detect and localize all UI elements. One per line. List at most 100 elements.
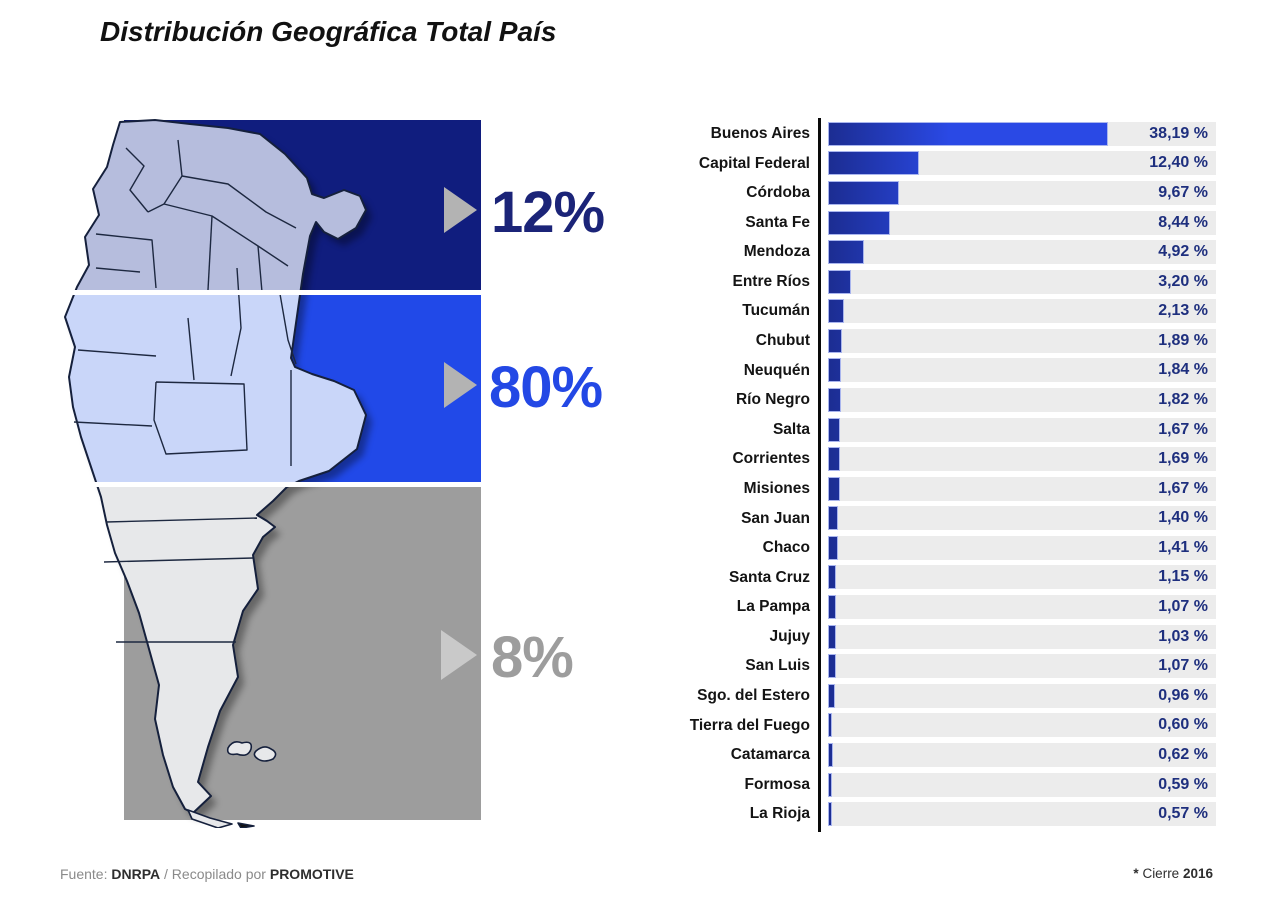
province-label: San Luis bbox=[745, 657, 810, 675]
chart-row: Mendoza 4,92 % bbox=[660, 237, 1216, 267]
bar-track: 0,96 % bbox=[828, 683, 1216, 708]
note-year: 2016 bbox=[1182, 866, 1213, 881]
chart-row: Córdoba 9,67 % bbox=[660, 178, 1216, 208]
value-label: 0,60 % bbox=[1158, 716, 1208, 734]
bar-track: 1,67 % bbox=[828, 417, 1216, 442]
value-label: 1,03 % bbox=[1158, 627, 1208, 645]
note-star: * bbox=[1133, 866, 1139, 881]
bar bbox=[828, 772, 832, 797]
province-label: Formosa bbox=[744, 775, 810, 793]
chart-row: Jujuy 1,03 % bbox=[660, 622, 1216, 652]
value-label: 0,62 % bbox=[1158, 745, 1208, 763]
chart-row: Tucumán 2,13 % bbox=[660, 296, 1216, 326]
source-name: DNRPA bbox=[111, 866, 161, 882]
province-label: Salta bbox=[772, 420, 810, 438]
bar bbox=[828, 121, 1108, 146]
province-label: Sgo. del Estero bbox=[697, 686, 810, 704]
bar-track: 9,67 % bbox=[828, 180, 1216, 205]
bar bbox=[828, 654, 836, 679]
province-label: Córdoba bbox=[746, 184, 810, 202]
province-label: Tierra del Fuego bbox=[689, 716, 810, 734]
bar bbox=[828, 180, 899, 205]
value-label: 1,82 % bbox=[1158, 391, 1208, 408]
province-label: Entre Ríos bbox=[732, 272, 810, 290]
value-label: 0,96 % bbox=[1158, 686, 1208, 704]
bar bbox=[828, 742, 833, 767]
bar-track: 1,89 % bbox=[828, 328, 1216, 353]
bar bbox=[828, 358, 841, 383]
province-label: Catamarca bbox=[730, 746, 810, 764]
province-label: Misiones bbox=[743, 479, 810, 497]
compiler-name: PROMOTIVE bbox=[269, 866, 354, 882]
chart-row: La Rioja 0,57 % bbox=[660, 799, 1216, 829]
bar bbox=[828, 535, 838, 560]
bar-track: 12,40 % bbox=[828, 151, 1216, 176]
arrow-right-icon bbox=[444, 362, 477, 408]
tierra-del-fuego bbox=[187, 809, 255, 828]
value-label: 0,57 % bbox=[1158, 805, 1208, 823]
bar bbox=[828, 476, 840, 501]
bar bbox=[828, 713, 832, 738]
bar-track: 1,15 % bbox=[828, 565, 1216, 590]
value-label: 38,19 % bbox=[1149, 124, 1208, 142]
province-label: Tucumán bbox=[742, 302, 810, 320]
bar bbox=[828, 328, 842, 353]
bar-track: 0,62 % bbox=[828, 742, 1216, 767]
bar-track: 1,67 % bbox=[828, 476, 1216, 501]
province-label: Chaco bbox=[762, 539, 810, 557]
bar bbox=[828, 506, 838, 531]
chart-row: La Pampa 1,07 % bbox=[660, 592, 1216, 622]
value-label: 1,67 % bbox=[1158, 420, 1208, 438]
chart-row: Chaco 1,41 % bbox=[660, 533, 1216, 563]
source-prefix: Fuente: bbox=[60, 866, 112, 882]
value-label: 1,07 % bbox=[1158, 598, 1208, 616]
bar-track: 0,57 % bbox=[828, 802, 1216, 827]
value-label: 9,67 % bbox=[1158, 183, 1208, 201]
province-label: Santa Cruz bbox=[729, 568, 810, 586]
province-label: Buenos Aires bbox=[710, 125, 810, 142]
chart-rows: Buenos Aires 38,19 % Capital Federal 12,40 … bbox=[660, 119, 1216, 831]
bar-track: 1,82 % bbox=[828, 388, 1216, 412]
province-bar-chart: Buenos Aires 38,19 % Capital Federal 12,40 … bbox=[660, 118, 1216, 832]
source-note: Fuente: DNRPA / Recopilado por PROMOTIVE bbox=[60, 866, 354, 882]
chart-row: Santa Cruz 1,15 % bbox=[660, 563, 1216, 593]
malvinas-islands bbox=[226, 741, 277, 762]
value-label: 1,07 % bbox=[1158, 657, 1208, 675]
source-middle: / Recopilado por bbox=[160, 866, 270, 882]
arrow-right-icon bbox=[441, 630, 477, 680]
province-label: Chubut bbox=[755, 332, 810, 350]
province-label: La Rioja bbox=[749, 805, 810, 823]
bar-track: 1,84 % bbox=[828, 358, 1216, 383]
bar bbox=[828, 299, 844, 324]
chart-row: San Luis 1,07 % bbox=[660, 651, 1216, 681]
bar bbox=[828, 595, 836, 620]
value-label: 1,40 % bbox=[1158, 509, 1208, 527]
chart-row: Río Negro 1,82 % bbox=[660, 385, 1216, 415]
bar bbox=[828, 447, 840, 472]
value-label: 4,92 % bbox=[1158, 243, 1208, 261]
province-label: Corrientes bbox=[732, 450, 810, 468]
province-borders bbox=[73, 139, 297, 643]
bar-track: 1,07 % bbox=[828, 654, 1216, 679]
value-label: 1,41 % bbox=[1158, 538, 1208, 556]
chart-row: Salta 1,67 % bbox=[660, 415, 1216, 445]
province-label: Capital Federal bbox=[698, 154, 810, 172]
band-gap-2 bbox=[60, 482, 481, 487]
value-label: 1,84 % bbox=[1158, 361, 1208, 379]
bar-track: 3,20 % bbox=[828, 269, 1216, 294]
chart-row: Entre Ríos 3,20 % bbox=[660, 267, 1216, 297]
bar-track: 1,41 % bbox=[828, 535, 1216, 560]
bar-track: 1,69 % bbox=[828, 447, 1216, 472]
chart-row: Catamarca 0,62 % bbox=[660, 740, 1216, 770]
argentina-map bbox=[60, 119, 481, 828]
bar-track: 1,03 % bbox=[828, 624, 1216, 649]
chart-row: San Juan 1,40 % bbox=[660, 504, 1216, 534]
bar bbox=[828, 802, 832, 827]
page-title: Distribución Geográfica Total País bbox=[100, 16, 557, 47]
province-label: Río Negro bbox=[735, 391, 810, 409]
bar-track: 2,13 % bbox=[828, 299, 1216, 324]
bar bbox=[828, 417, 840, 442]
chart-row: Neuquén 1,84 % bbox=[660, 356, 1216, 386]
value-label: 1,15 % bbox=[1158, 568, 1208, 586]
